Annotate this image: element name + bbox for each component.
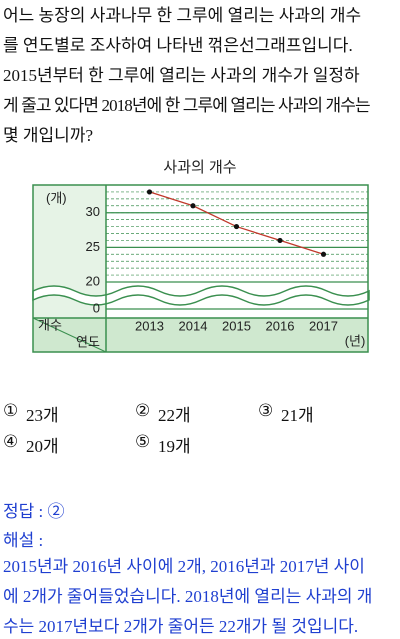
- point: [146, 189, 153, 195]
- option-number: ②: [135, 401, 151, 420]
- explanation-title: 해설 :: [3, 531, 44, 550]
- y-tick-label: 25: [86, 239, 100, 254]
- question-line: 2015년부터 한 그루에 열리는 사과의 개수가 일정하: [3, 66, 360, 85]
- question-line: 게 줄고 있다면 2018년에 한 그루에 열리는 사과의 개수는: [3, 96, 371, 115]
- corner-bottom: 연도: [76, 334, 100, 349]
- point: [277, 237, 283, 244]
- x-tick-label: 2015: [222, 318, 251, 333]
- y-tick-label: 0: [93, 300, 100, 315]
- x-tick-label: 2014: [179, 318, 208, 333]
- corner-diagonal: [32, 317, 107, 353]
- option-number: ③: [258, 401, 274, 420]
- option-number: ⑤: [135, 432, 151, 451]
- option-number: ①: [3, 401, 19, 420]
- corner-top: 개수: [38, 317, 62, 332]
- point: [320, 251, 327, 257]
- point: [233, 223, 240, 230]
- chart-title: 사과의 개수: [163, 159, 236, 176]
- option-text: 21개: [281, 406, 314, 425]
- explanation-line: 2015년과 2016년 사이에 2개, 2016년과 2017년 사이: [3, 557, 365, 576]
- chart: 사과의 개수 (개) (년) 개수 연도 0 20 25 30 2013 2014 2015…: [32, 159, 370, 353]
- y-label: (개): [46, 190, 67, 205]
- question-line: 어느 농장의 사과나무 한 그루에 열리는 사과의 개수: [3, 6, 362, 25]
- x-tick-label: 2017: [309, 318, 338, 333]
- option-text: 19개: [158, 437, 191, 456]
- explanation-line: 에 2개가 줄어들었습니다. 2018년에 열리는 사과의 개: [3, 587, 373, 606]
- option-number: ④: [3, 432, 19, 451]
- x-tick-label: 2016: [266, 318, 295, 333]
- question-line: 몇 개입니까?: [3, 126, 93, 145]
- chart-border: [32, 184, 369, 353]
- x-tick-label: 2013: [135, 318, 164, 333]
- y-tick-label: 30: [86, 204, 100, 219]
- option-text: 22개: [158, 406, 191, 425]
- explanation-line: 수는 2017년보다 2개가 줄어든 22개가 될 것입니다.: [3, 617, 359, 636]
- option-text: 23개: [26, 406, 59, 425]
- y-tick-label: 20: [86, 273, 100, 288]
- axis-break: [32, 285, 370, 306]
- question-line: 를 연도별로 조사하여 나타낸 꺾은선그래프입니다.: [3, 36, 353, 55]
- point: [190, 203, 196, 209]
- answer: 정답 : ②: [3, 502, 65, 521]
- header-row: [33, 318, 368, 352]
- x-label: (년): [345, 333, 366, 348]
- option-text: 20개: [26, 437, 59, 456]
